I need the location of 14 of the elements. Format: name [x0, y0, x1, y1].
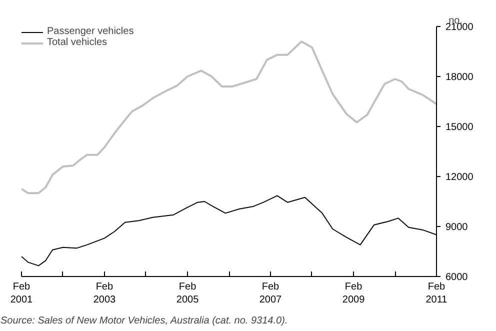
y-tick-label: 15000 — [446, 122, 474, 133]
y-tick-label: 9000 — [446, 222, 468, 233]
x-tick-label: Feb 2011 — [426, 282, 448, 306]
y-tick-label: 18000 — [446, 72, 474, 83]
x-tick-label: Feb 2007 — [259, 282, 282, 306]
legend-label: Total vehicles — [47, 37, 108, 48]
x-tick-label: Feb 2005 — [176, 282, 200, 306]
source-note: Source: Sales of New Motor Vehicles, Australia (cat. no. 9314.0). — [0, 316, 288, 326]
x-tick-label: Feb 2001 — [10, 282, 34, 306]
y-tick-label: 6000 — [446, 272, 468, 283]
x-tick-label: Feb 2009 — [342, 282, 366, 306]
x-tick-label: Feb 2003 — [93, 282, 116, 306]
legend-label: Passenger vehicles — [47, 26, 134, 37]
y-tick-label: 12000 — [446, 172, 474, 183]
